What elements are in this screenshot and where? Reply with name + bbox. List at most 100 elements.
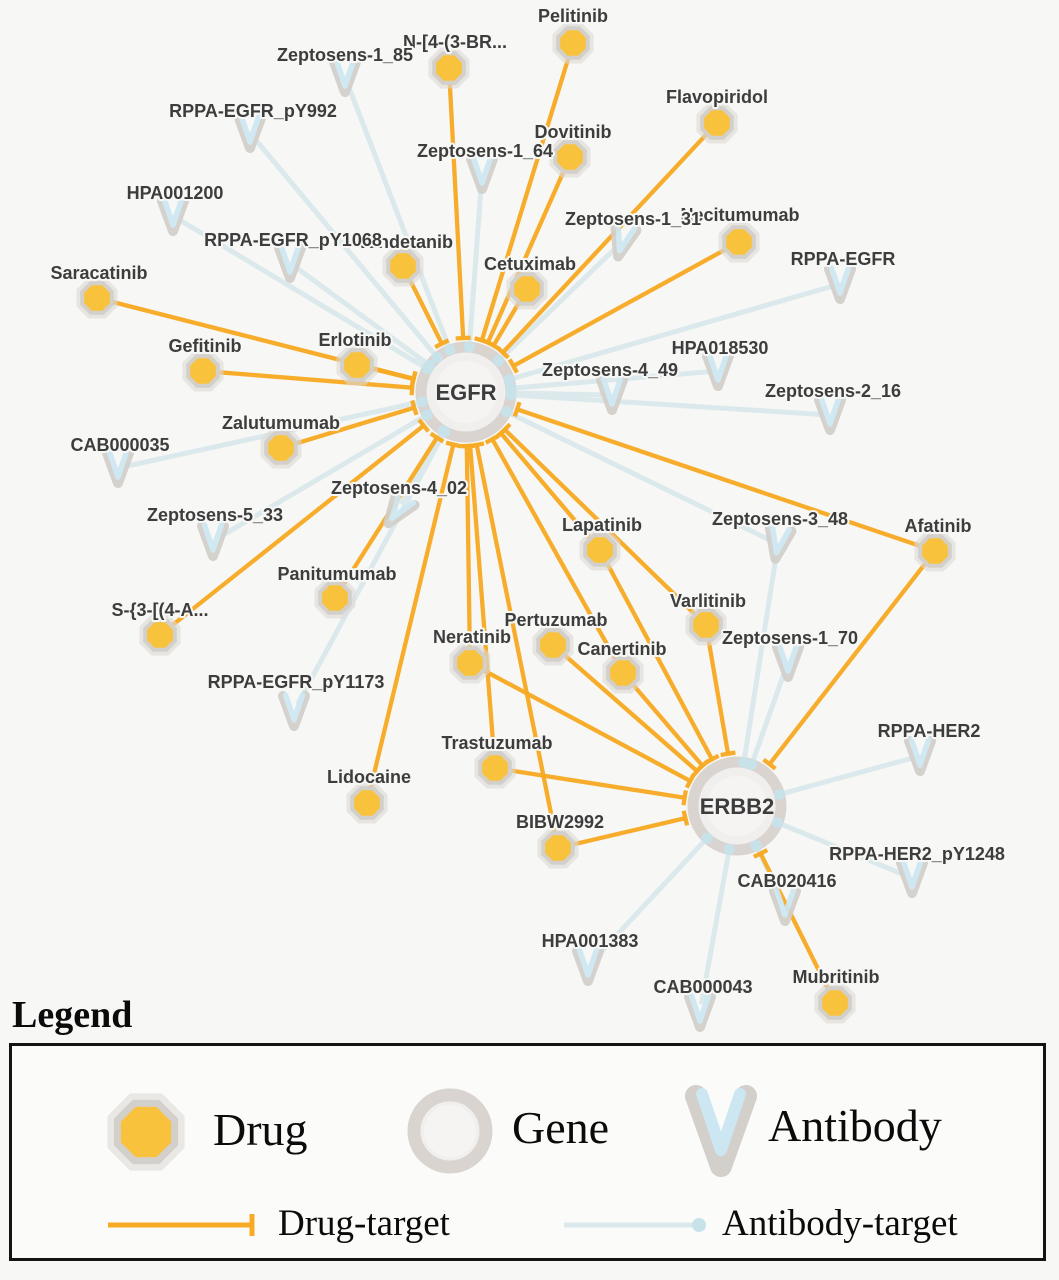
edge-drug-target-n4-3br-EGFR (447, 82, 466, 339)
edge-drug-target-bibw2992-EGFR (474, 444, 558, 834)
node-label-s3-4a: S-{3-[(4-A... (111, 600, 208, 620)
antibody-node-zeptosens-2_16[interactable] (814, 395, 846, 435)
antibody-node-zeptosens-1_85[interactable] (329, 57, 361, 97)
antibody-node-rppa-egfr_py1173[interactable] (278, 691, 310, 731)
edge-drug-target-neratinib-EGFR (464, 445, 472, 649)
antibody-node-zeptosens-3_48[interactable] (764, 522, 797, 564)
edge-drug-target-lidocaine-EGFR (368, 443, 456, 789)
drug-node-canertinib[interactable] (602, 652, 644, 694)
edge-antibody-target-rppa-egfr-EGFR (508, 283, 834, 382)
antibody-node-zeptosens-1_64[interactable] (466, 154, 498, 194)
legend-drug-target-label: Drug-target (278, 1203, 450, 1244)
node-label-rppa-her2: RPPA-HER2 (878, 721, 981, 741)
edge-drug-target-afatinib-ERBB2 (767, 561, 928, 766)
drug-target-tbar (445, 440, 462, 449)
drug-node-flavopiridol[interactable] (696, 102, 738, 144)
antibody-node-hpa018530[interactable] (702, 351, 734, 391)
antibody-node-rppa-egfr_py1068[interactable] (274, 243, 306, 283)
drug-node-neratinib[interactable] (449, 642, 491, 684)
drug-node-mubritinib[interactable] (814, 982, 856, 1024)
edge-antibody-target-rppa-egfr_py992-EGFR (253, 137, 440, 360)
node-label-zeptosens-4_02: Zeptosens-4_02 (331, 478, 467, 498)
antibody-node-zeptosens-4_02[interactable] (379, 487, 420, 530)
antibody-node-zeptosens-1_31[interactable] (607, 219, 642, 262)
antibody-node-hpa001383[interactable] (572, 946, 604, 986)
node-label-erlotinib: Erlotinib (319, 330, 392, 350)
drug-node-zalutumumab[interactable] (260, 427, 302, 469)
drug-target-tbar (681, 790, 688, 806)
node-label-pelitinib: Pelitinib (538, 6, 608, 26)
antibody-target-dot (463, 341, 475, 353)
drug-node-saracatinib[interactable] (76, 277, 118, 319)
antibody-target-dot (421, 409, 433, 421)
antibody-node-hpa001200[interactable] (157, 196, 189, 236)
node-label-pertuzumab: Pertuzumab (504, 610, 607, 630)
edge-antibody-target-zeptosens-2_16-EGFR (510, 392, 823, 417)
legend-antibody-label: Antibody (768, 1100, 942, 1151)
node-label-necitumumab: Necitumumab (680, 205, 799, 225)
drug-node-bibw2992[interactable] (537, 827, 579, 869)
drug-node-pelitinib[interactable] (552, 22, 594, 64)
drug-node-s3-4a[interactable] (139, 614, 181, 656)
antibody-node-rppa-her2[interactable] (904, 736, 936, 776)
drug-node-afatinib[interactable] (914, 530, 956, 572)
drug-node-dovitinib[interactable] (549, 136, 591, 178)
antibody-node-rppa-egfr[interactable] (824, 264, 856, 304)
node-label-flavopiridol: Flavopiridol (666, 87, 768, 107)
drug-node-varlitinib[interactable] (685, 604, 727, 646)
drug-target-tbar (752, 848, 769, 859)
drug-node-vandetanib[interactable] (382, 245, 424, 287)
drug-node-pertuzumab[interactable] (532, 624, 574, 666)
antibody-target-dot (505, 389, 517, 401)
antibody-node-zeptosens-1_70[interactable] (772, 642, 804, 682)
antibody-node-rppa-egfr_py992[interactable] (234, 113, 266, 153)
node-label-lapatinib: Lapatinib (562, 515, 642, 535)
drug-node-lapatinib[interactable] (579, 529, 621, 571)
node-label-rppa-egfr_py1173: RPPA-EGFR_pY1173 (208, 672, 385, 692)
drug-target-tbar (434, 338, 450, 349)
node-label-zeptosens-1_85: Zeptosens-1_85 (277, 45, 413, 65)
drug-node-erlotinib[interactable] (336, 344, 378, 386)
node-label-dovitinib: Dovitinib (535, 122, 612, 142)
drug-target-tbar (455, 335, 471, 341)
edge-antibody-target-zeptosens-1_85-EGFR (345, 83, 453, 351)
drug-node-gefitinib[interactable] (182, 350, 224, 392)
drug-target-tbar (497, 422, 512, 437)
edge-antibody-target-zeptosens-4_49-EGFR (510, 390, 605, 398)
node-label-trastuzumab: Trastuzumab (441, 733, 552, 753)
node-label-cetuximab: Cetuximab (484, 254, 576, 274)
edge-antibody-target-zeptosens-1_31-EGFR (496, 245, 618, 363)
antibody-node-cab000035[interactable] (102, 448, 134, 488)
antibody-node-cab000043[interactable] (684, 992, 716, 1032)
antibody-node-rppa-her2_py1248[interactable] (896, 858, 928, 898)
drug-target-tbar (690, 764, 704, 779)
gene-label-erbb2: ERBB2 (700, 794, 775, 819)
drug-node-lidocaine[interactable] (346, 782, 388, 824)
drug-node-necitumumab[interactable] (718, 221, 760, 263)
node-label-rppa-her2_py1248: RPPA-HER2_pY1248 (829, 844, 1005, 864)
node-label-mubritinib: Mubritinib (793, 967, 880, 987)
edge-drug-target-necitumumab-EGFR (512, 247, 727, 368)
antibody-node-zeptosens-4_49[interactable] (596, 375, 628, 415)
node-label-cab000043: CAB000043 (653, 977, 752, 997)
node-label-zeptosens-5_33: Zeptosens-5_33 (147, 505, 283, 525)
edge-drug-target-lapatinib-ERBB2 (605, 562, 714, 761)
gene-node-erbb2[interactable]: ERBB2 (687, 756, 787, 856)
node-label-saracatinib: Saracatinib (50, 263, 147, 283)
antibody-node-zeptosens-5_33[interactable] (197, 521, 229, 561)
drug-node-trastuzumab[interactable] (474, 747, 516, 789)
edge-drug-target-flavopiridol-EGFR (501, 132, 709, 354)
edge-drug-target-afatinib-EGFR (516, 407, 922, 549)
antibody-target-dot (723, 843, 735, 855)
antibody-node-icon (685, 1085, 757, 1177)
drug-target-tbar (429, 431, 445, 444)
antibody-target-edge-icon (564, 1218, 706, 1232)
drug-node-panitumumab[interactable] (314, 577, 356, 619)
drug-node-n4-3br[interactable] (428, 47, 470, 89)
node-label-afatinib: Afatinib (905, 516, 972, 536)
node-label-hpa001200: HPA001200 (127, 183, 224, 203)
antibody-node-cab020416[interactable] (769, 886, 801, 926)
drug-node-cetuximab[interactable] (506, 268, 548, 310)
